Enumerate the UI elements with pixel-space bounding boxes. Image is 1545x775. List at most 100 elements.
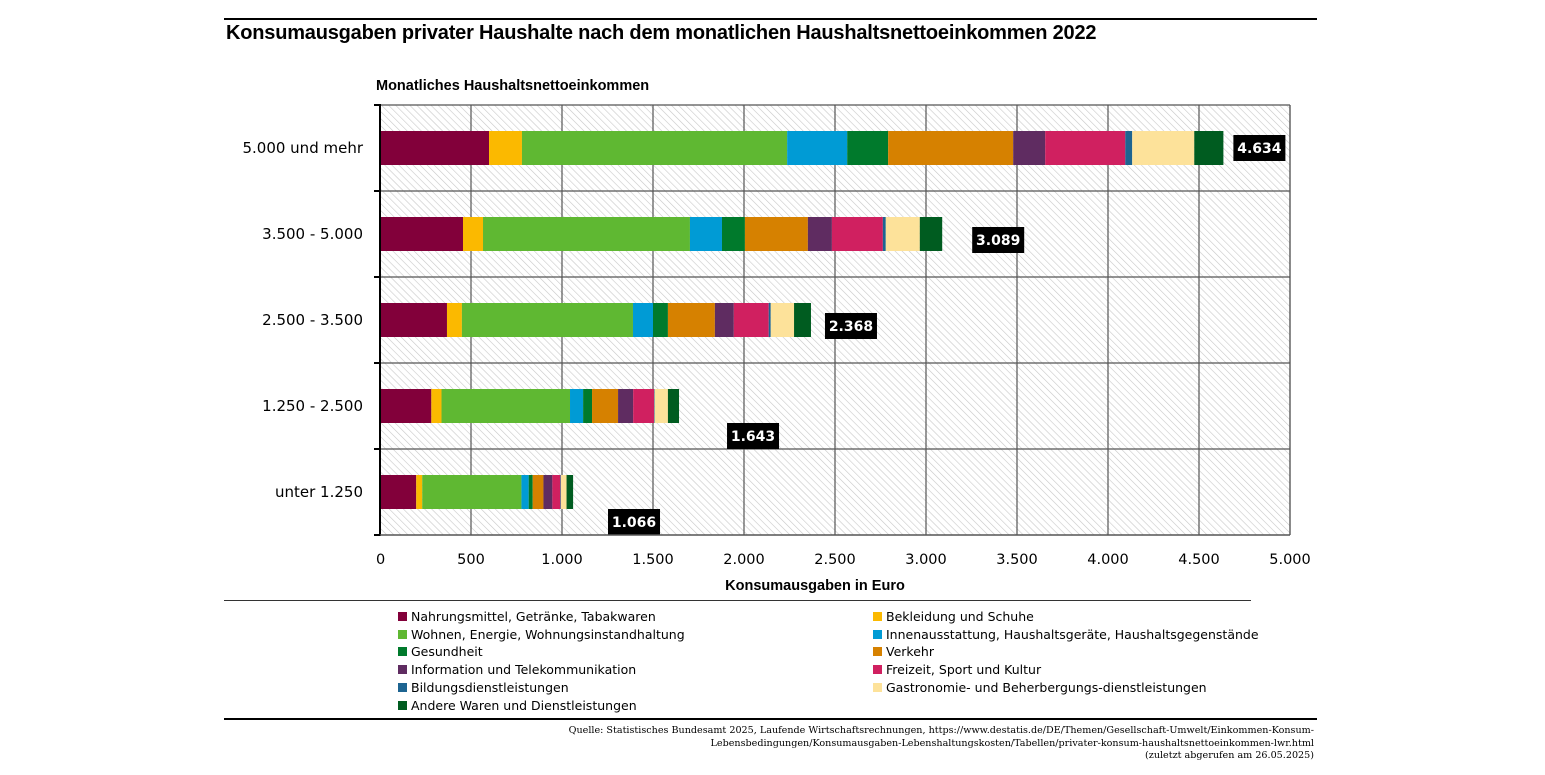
bar-stacks	[380, 131, 1224, 509]
bar-stack	[380, 475, 574, 509]
total-label-box	[824, 313, 877, 339]
x-tick-labels: 0 500 1.000 1.500 2.000 2.500 3.000 3.500 4.000 4…	[376, 552, 1311, 568]
bar-stack	[380, 131, 1224, 165]
total-label: 3.089	[972, 227, 1025, 253]
bar-segment	[380, 217, 463, 251]
legend-label: Verkehr	[886, 644, 934, 660]
bar-segment	[528, 475, 533, 509]
legend-label: Nahrungsmittel, Getränke, Tabakwaren	[411, 609, 656, 624]
legend-top-rule	[224, 600, 1251, 601]
legend-item: Bildungsdienstleistungen	[398, 680, 569, 695]
legend-swatch	[873, 647, 882, 657]
x-tick-label: 4.000	[1087, 552, 1129, 568]
bar-segment	[787, 131, 848, 165]
bar-segment	[583, 389, 593, 423]
bar-segment	[560, 475, 567, 509]
x-tick-label: 1.000	[541, 552, 583, 568]
bar-segment	[461, 303, 633, 337]
legend-label: Bildungsdienstleistungen	[411, 679, 569, 695]
bar-segment	[654, 389, 668, 423]
legend-swatch	[873, 629, 882, 639]
legend-label: Innenausstattung, Haushaltsgeräte, Haush…	[886, 626, 1259, 642]
total-label-text: 3.089	[976, 233, 1020, 249]
bar-segment	[768, 303, 771, 337]
total-label: 1.066	[608, 509, 661, 535]
legend-item: Verkehr	[873, 644, 934, 659]
category-label: unter 1.250	[275, 483, 363, 501]
total-label-text: 1.643	[731, 429, 775, 445]
bar-segment	[632, 303, 653, 337]
total-label: 2.368	[824, 313, 877, 339]
top-rule	[224, 18, 1317, 20]
bar-segment	[441, 389, 571, 423]
bar-segment	[380, 475, 417, 509]
bar-segment	[618, 389, 634, 423]
x-tick-label: 2.000	[723, 552, 765, 568]
bar-segment	[521, 475, 529, 509]
total-label-box	[1233, 135, 1286, 161]
bar-segment	[552, 475, 561, 509]
x-tick-label: 500	[457, 552, 485, 568]
bar-segment	[570, 389, 584, 423]
bar-segment	[1045, 131, 1126, 165]
legend-label: Bekleidung und Schuhe	[886, 609, 1034, 624]
category-label: 2.500 - 3.500	[262, 311, 363, 329]
bar-segment	[882, 217, 886, 251]
bar-segment	[919, 217, 943, 251]
bar-segment	[380, 131, 490, 165]
legend-swatch	[873, 612, 882, 621]
legend-item: Wohnen, Energie, Wohnungsinstandhaltung	[398, 627, 685, 642]
total-label: 1.643	[727, 423, 780, 449]
bar-segment	[521, 131, 788, 165]
bar-segment	[714, 303, 734, 337]
total-label-text: 2.368	[829, 319, 873, 335]
bar-segment	[446, 303, 462, 337]
category-label: 1.250 - 2.500	[262, 397, 363, 415]
bar-stack	[380, 389, 680, 423]
legend-item: Information und Telekommunikation	[398, 662, 636, 677]
bar-stack	[380, 303, 811, 337]
x-tick-label: 5.000	[1269, 552, 1311, 568]
source-note: Quelle: Statistisches Bundesamt 2025, La…	[569, 725, 1314, 763]
bar-segment	[721, 217, 745, 251]
bar-segment	[489, 131, 522, 165]
bar-segment	[462, 217, 484, 251]
bar-segment	[1125, 131, 1133, 165]
bar-stack	[380, 217, 943, 251]
total-label: 4.634	[1233, 135, 1286, 161]
category-label: 3.500 - 5.000	[262, 225, 363, 243]
bar-segment	[770, 303, 795, 337]
bar-segment	[1013, 131, 1046, 165]
total-label-text: 1.066	[612, 515, 656, 531]
bar-segment	[744, 217, 808, 251]
category-label: 5.000 und mehr	[242, 139, 363, 157]
legend-item: Freizeit, Sport und Kultur	[873, 662, 1041, 677]
legend-item: Bekleidung und Schuhe	[873, 609, 1034, 624]
bar-segment	[653, 303, 668, 337]
bar-segment	[592, 389, 619, 423]
legend-swatch	[398, 665, 407, 675]
bar-segment	[422, 475, 522, 509]
legend-item: Andere Waren und Dienstleistungen	[398, 698, 637, 713]
bar-segment	[543, 475, 553, 509]
x-tick-label: 3.000	[905, 552, 947, 568]
bar-segment	[667, 303, 715, 337]
bar-segment	[1194, 131, 1224, 165]
bar-segment	[807, 217, 832, 251]
bar-segment	[532, 475, 544, 509]
legend-swatch	[398, 612, 407, 621]
source-line-2: Lebensbedingungen/Konsumausgaben-Lebensh…	[710, 737, 1314, 749]
legend-label: Wohnen, Energie, Wohnungsinstandhaltung	[411, 626, 685, 642]
category-labels: 5.000 und mehr 3.500 - 5.000 2.500 - 3.500…	[242, 139, 363, 501]
legend-item: Nahrungsmittel, Getränke, Tabakwaren	[398, 609, 656, 624]
legend-label: Gesundheit	[411, 644, 483, 660]
chart-title: Konsumausgaben privater Haushalte nach d…	[226, 22, 1097, 44]
bar-segment	[1132, 131, 1195, 165]
x-tick-label: 4.500	[1178, 552, 1220, 568]
legend-label: Information und Telekommunikation	[411, 662, 637, 678]
bar-segment	[667, 389, 680, 423]
total-labels: 4.634 3.089 2.368 1.643 1.066	[608, 135, 1286, 535]
bar-segment	[689, 217, 722, 251]
legend-swatch	[398, 682, 407, 692]
bar-segment	[380, 303, 447, 337]
